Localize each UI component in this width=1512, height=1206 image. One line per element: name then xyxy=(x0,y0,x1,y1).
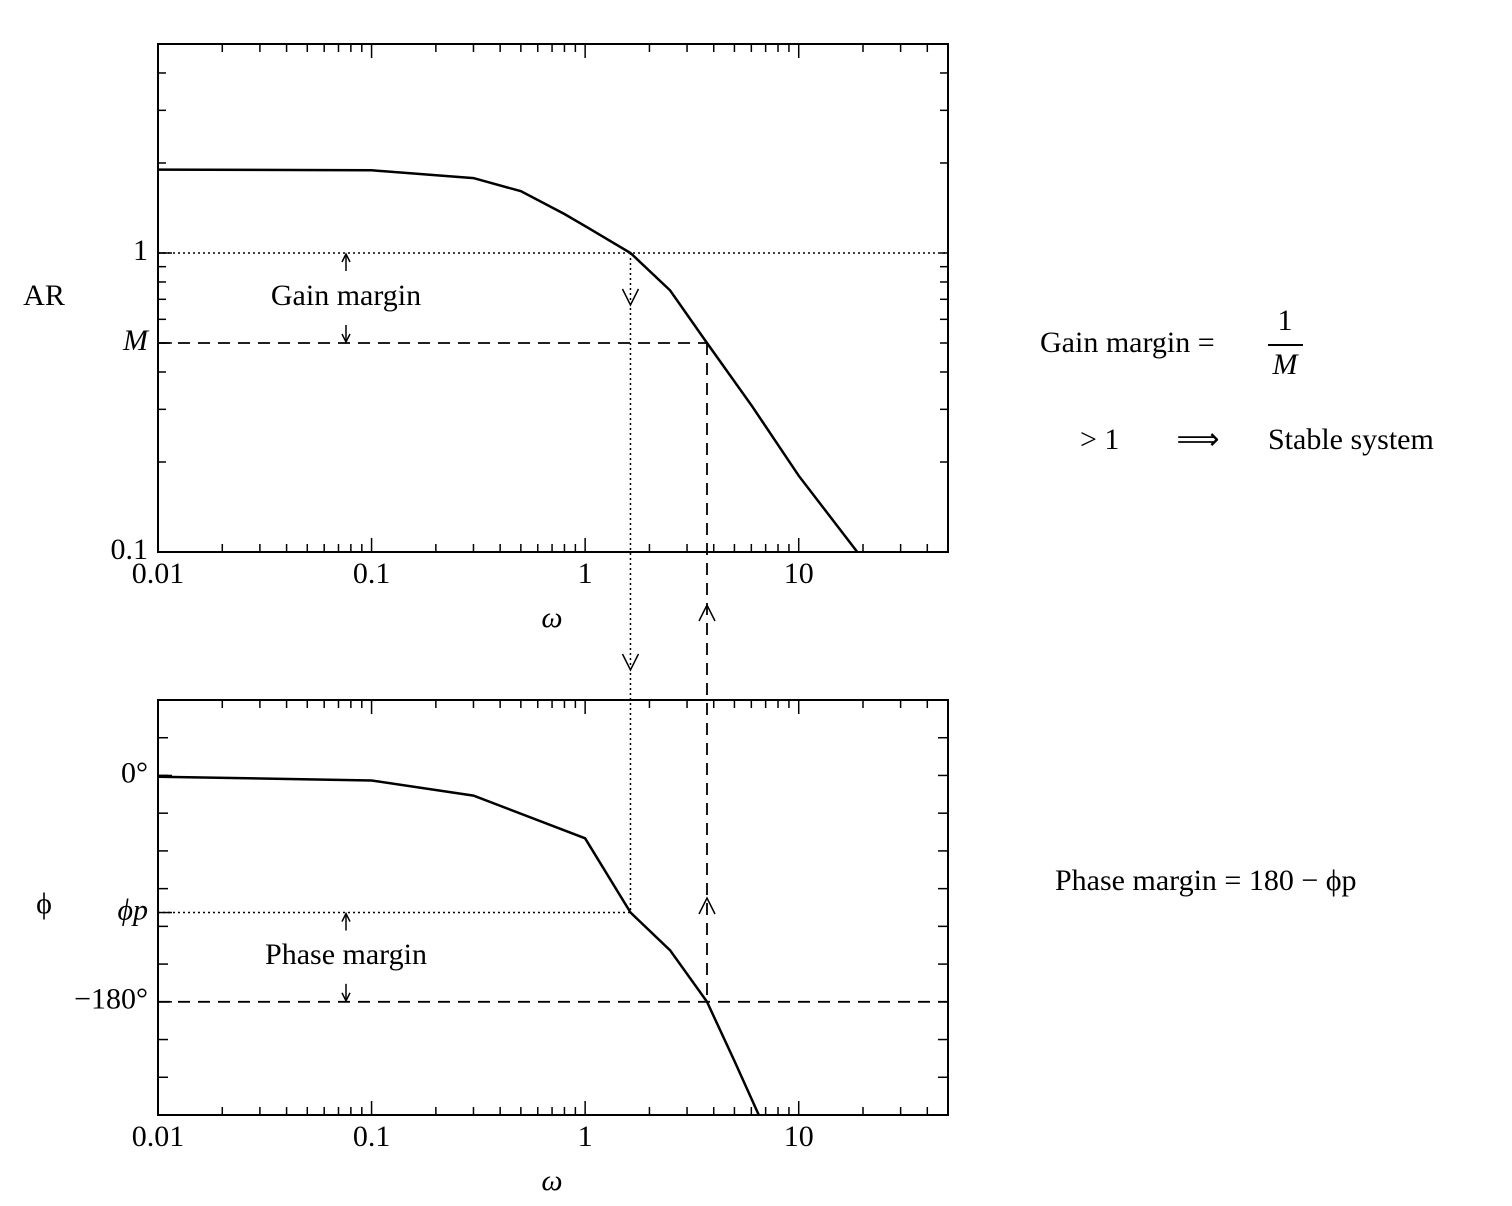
x-tick-label: 10 xyxy=(784,557,814,590)
x-tick-label: 1 xyxy=(578,1120,593,1153)
gain-denominator: M xyxy=(1272,348,1300,381)
curve xyxy=(157,775,760,1116)
y-tick-label: −180° xyxy=(74,983,148,1016)
y-tick-label: ϕp xyxy=(117,893,148,926)
x-tick-label: 10 xyxy=(784,1120,814,1153)
gain-margin-label: Gain margin xyxy=(271,279,421,312)
gain-margin-arrow xyxy=(341,252,351,263)
x-axis-label: ω xyxy=(541,601,562,634)
implies-arrow: ⟹ xyxy=(1176,423,1219,456)
x-tick-label: 0.01 xyxy=(132,557,185,590)
phase-margin-arrow xyxy=(341,911,351,922)
x-tick-label: 0.1 xyxy=(353,1120,391,1153)
x-tick-label: 0.1 xyxy=(353,557,391,590)
plot-frame xyxy=(157,699,949,1116)
curve xyxy=(157,168,859,553)
gain-equation: Gain margin = xyxy=(1040,326,1215,359)
phase-equation: Phase margin = 180 − ϕp xyxy=(1055,864,1357,897)
y-axis-label: AR xyxy=(23,279,65,312)
gain-numerator: 1 xyxy=(1278,304,1293,337)
y-tick-label: 0° xyxy=(121,756,148,789)
x-tick-label: 0.01 xyxy=(132,1120,185,1153)
y-tick-label: 1 xyxy=(133,234,148,267)
y-tick-label: M xyxy=(122,324,150,357)
flow-arrow xyxy=(621,288,640,307)
x-axis-label: ω xyxy=(541,1164,562,1197)
flow-arrow xyxy=(698,896,716,915)
gain-margin-arrow xyxy=(341,333,351,344)
flow-arrow xyxy=(621,653,640,672)
plot-frame xyxy=(157,43,949,553)
flow-arrow xyxy=(698,603,716,622)
phase-margin-label: Phase margin xyxy=(265,938,427,971)
stable-text: Stable system xyxy=(1268,423,1434,456)
y-axis-label: ϕ xyxy=(36,887,52,920)
x-tick-label: 1 xyxy=(578,557,593,590)
stable-condition: > 1 xyxy=(1080,423,1119,456)
phase-margin-arrow xyxy=(341,992,351,1003)
y-tick-label: 0.1 xyxy=(111,533,149,566)
